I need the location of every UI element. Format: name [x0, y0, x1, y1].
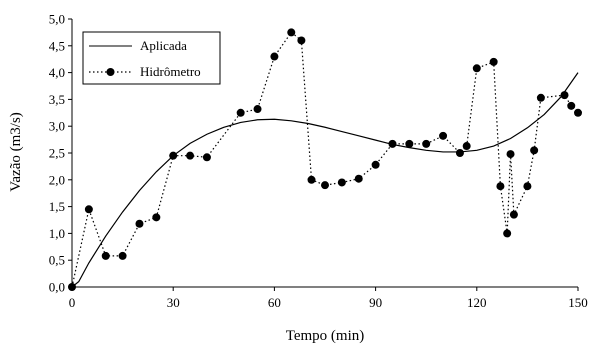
y-tick-label: 4,5: [49, 38, 65, 53]
legend-label-aplicada: Aplicada: [140, 38, 187, 53]
y-tick-label: 1,0: [49, 226, 65, 241]
legend-label-hidrometro: Hidrômetro: [140, 64, 201, 79]
y-tick-label: 3,0: [49, 119, 65, 134]
data-point-hidrometro: [354, 174, 363, 183]
x-tick-label: 30: [167, 295, 180, 310]
y-tick-label: 1,5: [49, 199, 65, 214]
y-tick-label: 2,0: [49, 172, 65, 187]
axes: 0,0 0,5 1,0 1,5 2,0 2,5 3,0 3,5 4,0 4,5 5,0 0 30 60 90…: [49, 12, 588, 311]
legend-marker-hidrometro: [106, 68, 115, 76]
data-point-hidrometro: [422, 139, 431, 148]
data-point-hidrometro: [202, 153, 211, 162]
data-point-hidrometro: [523, 182, 532, 191]
data-point-hidrometro: [118, 251, 127, 260]
series-line-aplicada: [71, 72, 579, 288]
data-point-hidrometro: [321, 181, 329, 190]
data-point-hidrometro: [388, 139, 397, 148]
data-point-hidrometro: [307, 175, 316, 184]
x-tick-label: 90: [369, 295, 382, 310]
x-tick-label: 60: [268, 295, 281, 310]
data-point-hidrometro: [253, 105, 262, 114]
data-point-hidrometro: [509, 210, 518, 219]
data-point-hidrometro: [489, 57, 498, 66]
data-point-hidrometro: [405, 139, 414, 148]
data-point-hidrometro: [68, 283, 76, 291]
data-point-hidrometro: [371, 160, 380, 169]
data-point-hidrometro: [567, 101, 576, 110]
y-tick-label: 2,5: [49, 146, 65, 161]
y-tick-label: 5,0: [49, 12, 65, 27]
data-point-hidrometro: [186, 151, 195, 160]
data-point-hidrometro: [270, 52, 279, 61]
data-point-hidrometro: [455, 149, 464, 157]
data-point-hidrometro: [152, 213, 161, 222]
legend-box: [82, 31, 221, 85]
data-point-hidrometro: [297, 36, 306, 45]
y-tick-label: 0,5: [49, 253, 65, 268]
x-axis-title: Tempo (min): [286, 328, 365, 344]
legend: Aplicada Hidrômetro: [82, 31, 221, 85]
data-point-hidrometro: [135, 219, 144, 228]
y-tick-label: 0,0: [49, 280, 65, 295]
data-point-hidrometro: [287, 28, 296, 37]
plot-area: [68, 28, 582, 291]
data-point-hidrometro: [439, 131, 448, 140]
data-point-hidrometro: [530, 146, 539, 155]
data-point-hidrometro: [536, 93, 545, 102]
x-tick-label: 120: [467, 295, 487, 310]
data-point-hidrometro: [84, 205, 93, 214]
data-point-hidrometro: [462, 142, 471, 151]
y-tick-label: 4,0: [49, 65, 65, 80]
x-tick-label: 0: [69, 295, 76, 310]
data-point-hidrometro: [503, 229, 512, 238]
data-point-hidrometro: [101, 251, 110, 260]
x-tick-label: 150: [568, 295, 588, 310]
y-tick-label: 3,5: [49, 92, 65, 107]
data-point-hidrometro: [560, 91, 569, 100]
data-point-hidrometro: [472, 64, 481, 73]
data-point-hidrometro: [506, 150, 515, 159]
data-point-hidrometro: [574, 108, 582, 117]
data-point-hidrometro: [169, 151, 178, 160]
y-axis-title: Vazão (m3/s): [8, 112, 24, 192]
data-point-hidrometro: [236, 108, 245, 117]
data-point-hidrometro: [337, 178, 346, 187]
data-point-hidrometro: [496, 182, 505, 191]
